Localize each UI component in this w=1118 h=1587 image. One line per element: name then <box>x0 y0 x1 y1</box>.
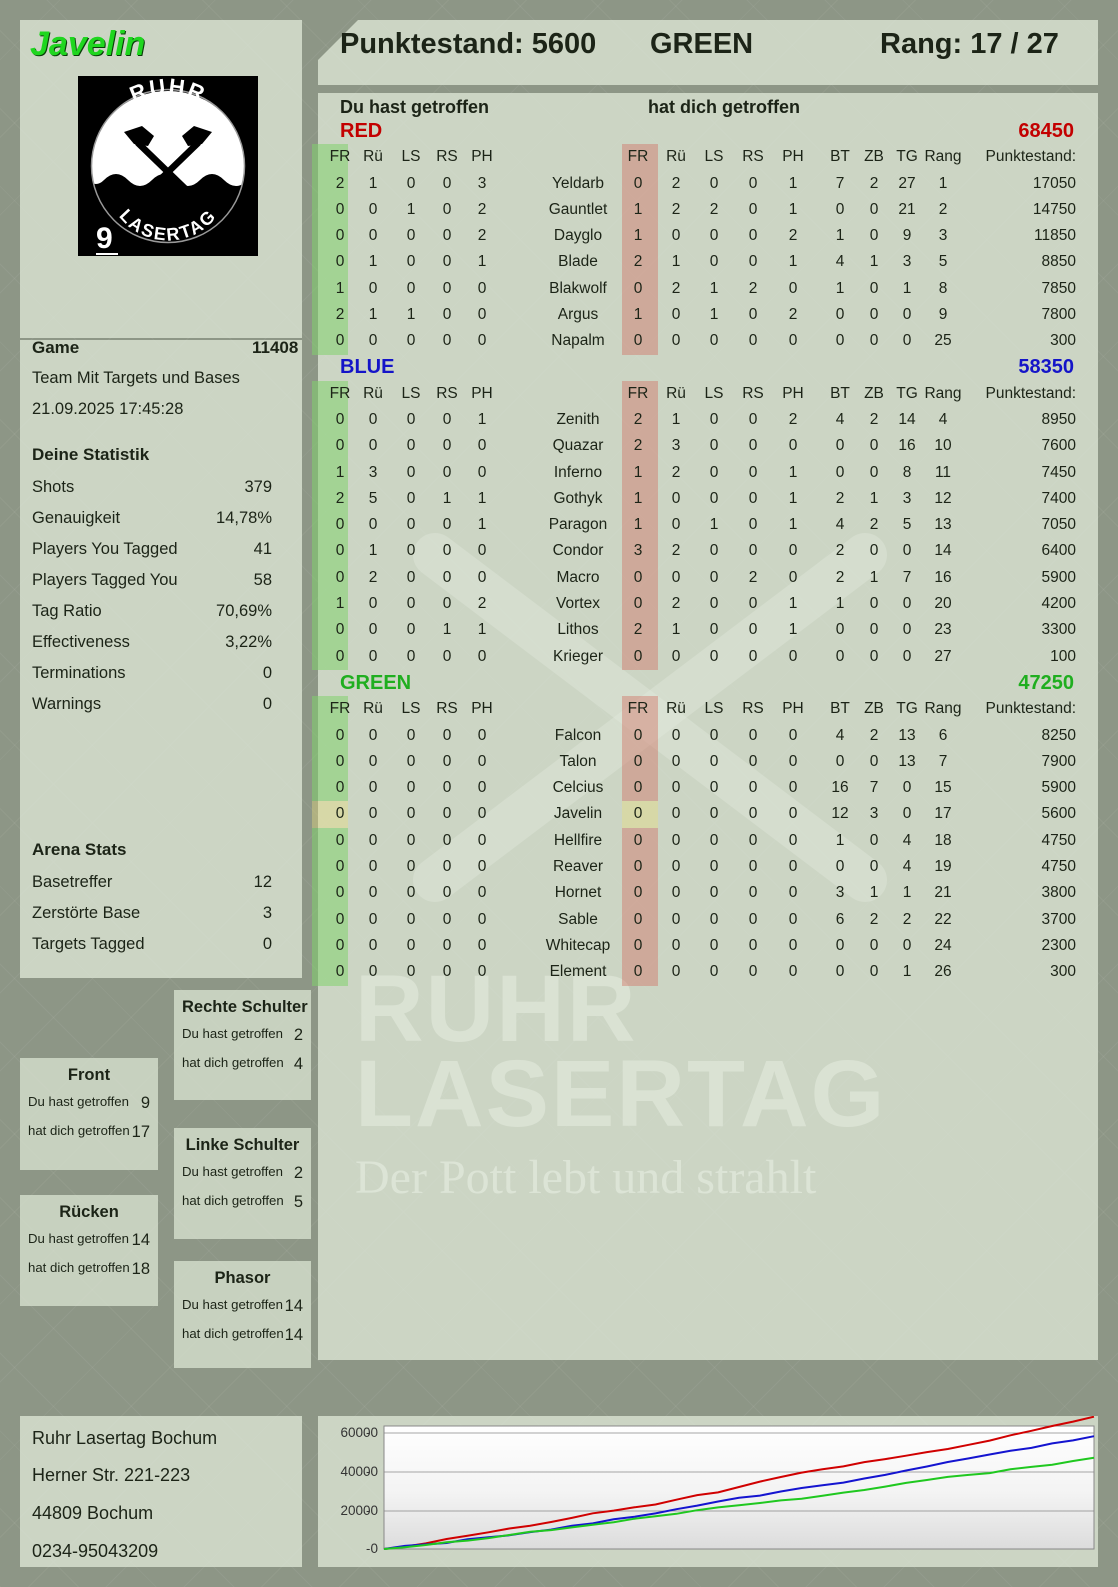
svg-text:-: - <box>366 1503 370 1518</box>
svg-text:0: 0 <box>370 1541 378 1556</box>
svg-text:20000: 20000 <box>340 1503 378 1518</box>
svg-text:40000: 40000 <box>340 1464 378 1479</box>
svg-text:-: - <box>366 1541 370 1556</box>
svg-text:60000: 60000 <box>340 1425 378 1440</box>
svg-text:9: 9 <box>96 222 113 255</box>
svg-text:-: - <box>366 1464 370 1479</box>
svg-text:-: - <box>366 1425 370 1440</box>
svg-text:LASERTAG: LASERTAG <box>116 205 221 245</box>
